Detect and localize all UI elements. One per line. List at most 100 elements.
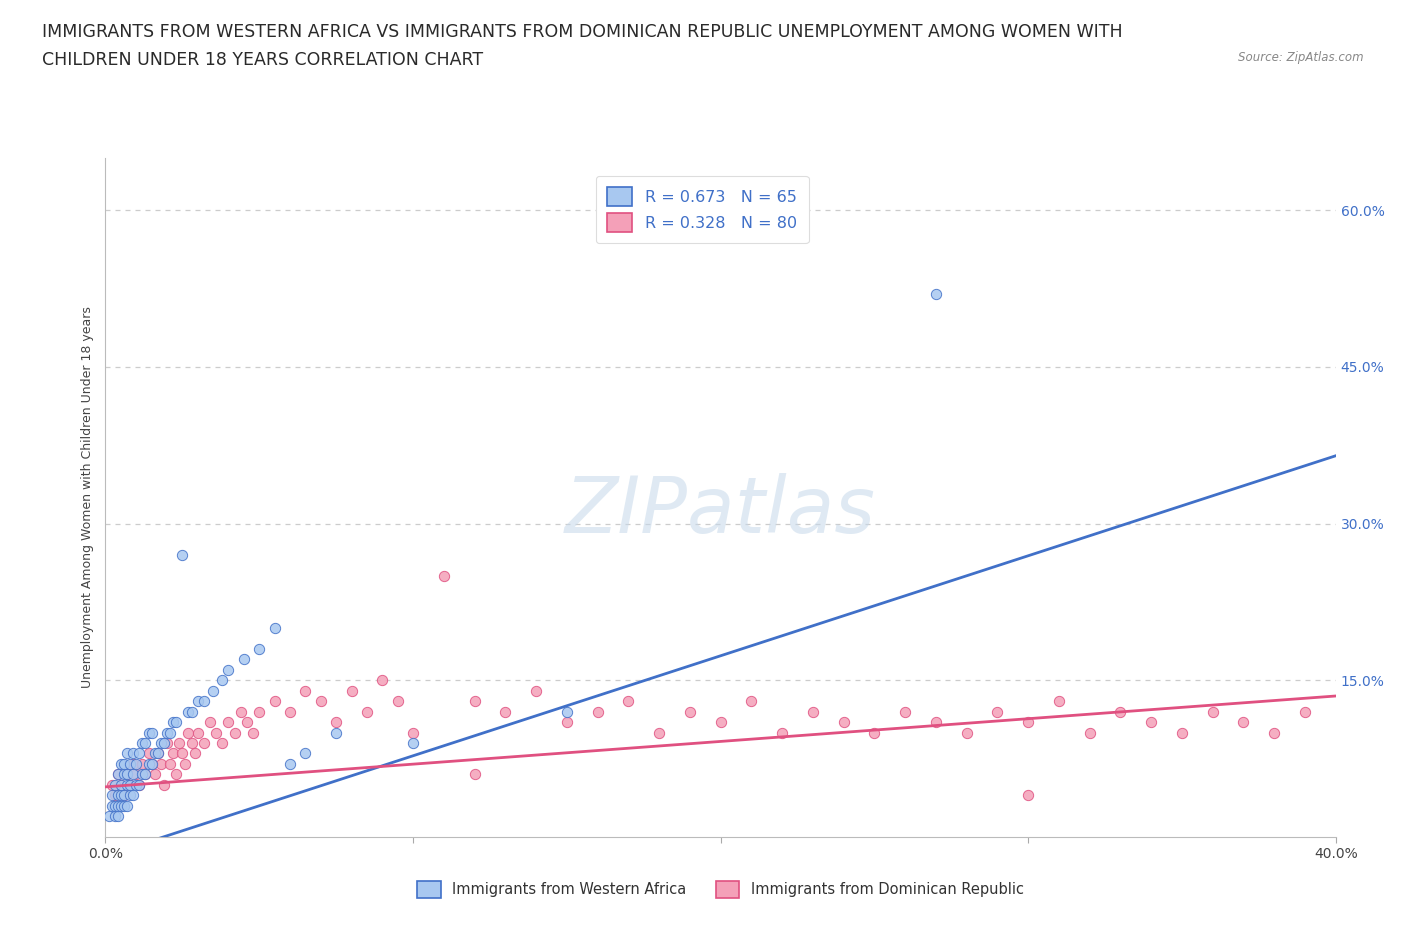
Point — [128, 777, 150, 792]
Point — [110, 777, 132, 792]
Point — [115, 767, 138, 782]
Point — [402, 725, 425, 740]
Point — [247, 642, 270, 657]
Point — [159, 756, 181, 771]
Point — [187, 725, 209, 740]
Point — [801, 704, 824, 719]
Point — [433, 568, 456, 583]
Point — [387, 694, 409, 709]
Point — [138, 746, 160, 761]
Point — [120, 777, 141, 792]
Point — [180, 736, 202, 751]
Point — [198, 714, 221, 729]
Point — [149, 736, 172, 751]
Point — [125, 767, 148, 782]
Point — [740, 694, 762, 709]
Point — [494, 704, 516, 719]
Point — [229, 704, 252, 719]
Point — [1017, 788, 1039, 803]
Point — [617, 694, 640, 709]
Point — [107, 798, 129, 813]
Point — [107, 767, 129, 782]
Point — [1171, 725, 1194, 740]
Point — [107, 809, 129, 824]
Point — [177, 704, 200, 719]
Point — [232, 652, 254, 667]
Point — [120, 777, 141, 792]
Point — [1263, 725, 1285, 740]
Point — [247, 704, 270, 719]
Point — [205, 725, 228, 740]
Point — [555, 704, 578, 719]
Point — [110, 756, 132, 771]
Point — [263, 694, 285, 709]
Point — [141, 756, 163, 771]
Point — [278, 704, 301, 719]
Point — [112, 788, 135, 803]
Point — [925, 286, 948, 301]
Point — [131, 767, 153, 782]
Point — [134, 767, 156, 782]
Point — [122, 767, 145, 782]
Point — [325, 714, 347, 729]
Point — [110, 777, 132, 792]
Point — [112, 767, 135, 782]
Point — [131, 736, 153, 751]
Point — [165, 767, 187, 782]
Point — [325, 725, 347, 740]
Point — [141, 725, 163, 740]
Point — [187, 694, 209, 709]
Point — [128, 746, 150, 761]
Point — [524, 684, 547, 698]
Point — [211, 736, 233, 751]
Point — [115, 777, 138, 792]
Point — [122, 756, 145, 771]
Point — [104, 798, 127, 813]
Point — [555, 714, 578, 729]
Point — [149, 756, 172, 771]
Point — [134, 767, 156, 782]
Point — [122, 788, 145, 803]
Point — [586, 704, 609, 719]
Point — [100, 777, 122, 792]
Point — [218, 714, 240, 729]
Point — [131, 756, 153, 771]
Legend: Immigrants from Western Africa, Immigrants from Dominican Republic: Immigrants from Western Africa, Immigran… — [408, 870, 1033, 908]
Point — [128, 777, 150, 792]
Point — [100, 798, 122, 813]
Point — [1078, 725, 1101, 740]
Y-axis label: Unemployment Among Women with Children Under 18 years: Unemployment Among Women with Children U… — [80, 307, 94, 688]
Point — [162, 714, 184, 729]
Point — [294, 684, 316, 698]
Point — [146, 746, 169, 761]
Point — [309, 694, 332, 709]
Point — [143, 746, 166, 761]
Point — [1140, 714, 1163, 729]
Point — [464, 694, 486, 709]
Point — [104, 788, 127, 803]
Point — [894, 704, 917, 719]
Point — [97, 809, 120, 824]
Point — [236, 714, 259, 729]
Point — [162, 746, 184, 761]
Point — [156, 736, 179, 751]
Point — [143, 767, 166, 782]
Point — [125, 756, 148, 771]
Point — [863, 725, 886, 740]
Point — [159, 725, 181, 740]
Point — [1232, 714, 1254, 729]
Point — [925, 714, 948, 729]
Point — [710, 714, 733, 729]
Point — [122, 746, 145, 761]
Point — [1201, 704, 1223, 719]
Point — [1017, 714, 1039, 729]
Point — [107, 788, 129, 803]
Point — [1294, 704, 1316, 719]
Point — [120, 756, 141, 771]
Point — [193, 736, 215, 751]
Point — [115, 746, 138, 761]
Point — [115, 798, 138, 813]
Point — [371, 673, 394, 688]
Text: Source: ZipAtlas.com: Source: ZipAtlas.com — [1239, 51, 1364, 64]
Point — [153, 736, 176, 751]
